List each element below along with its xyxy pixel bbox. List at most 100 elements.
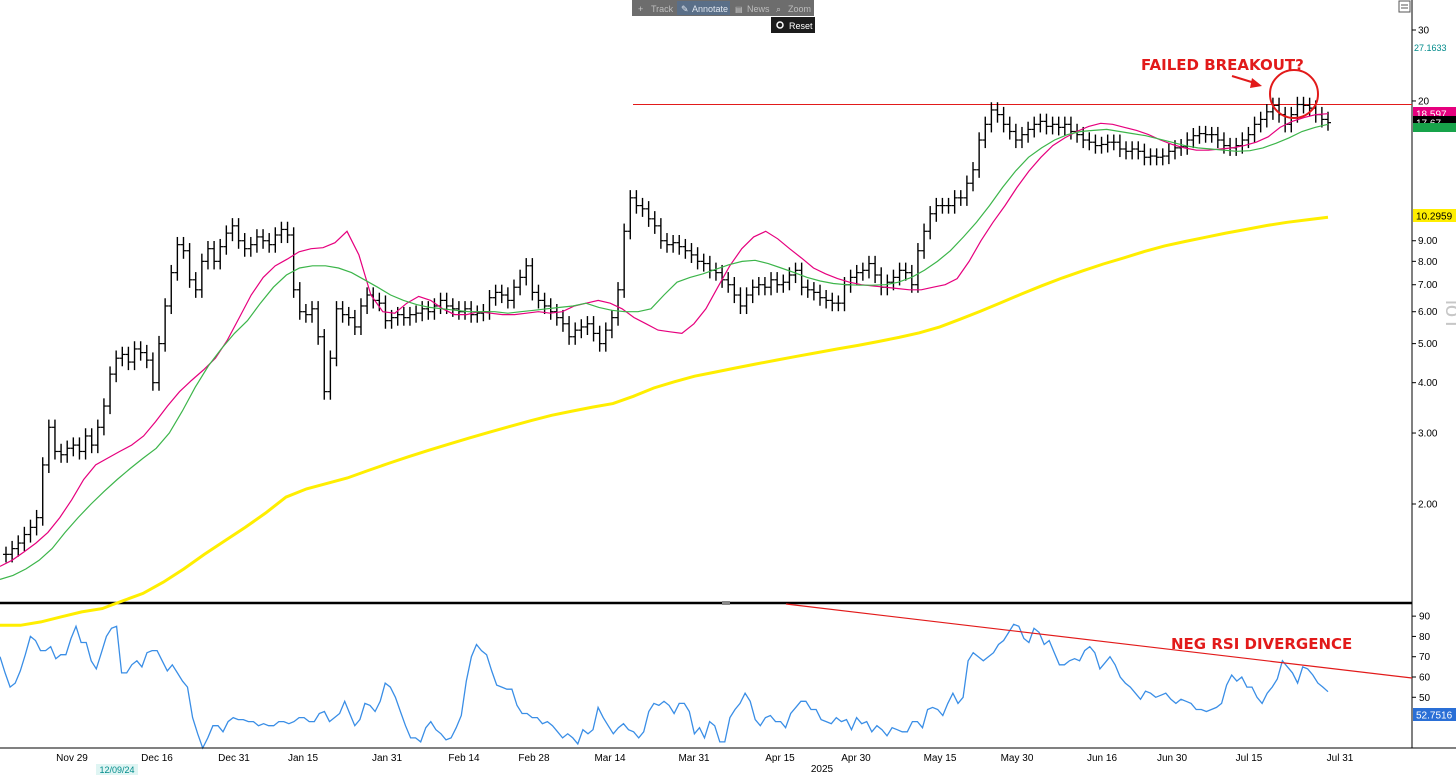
ohlc-bar[interactable] — [76, 437, 83, 460]
ohlc-bar[interactable] — [1067, 116, 1074, 140]
ohlc-bar[interactable] — [492, 284, 499, 306]
ohlc-bar[interactable] — [621, 223, 628, 298]
ohlc-bar[interactable] — [578, 319, 585, 339]
ohlc-bar[interactable] — [566, 316, 573, 345]
ohlc-bar[interactable] — [670, 234, 677, 253]
ohlc-bar[interactable] — [431, 298, 438, 320]
ohlc-bar[interactable] — [584, 316, 591, 335]
ohlc-bar[interactable] — [21, 526, 28, 552]
ohlc-bar[interactable] — [247, 236, 254, 257]
ohlc-bar[interactable] — [694, 247, 701, 270]
ohlc-bar[interactable] — [339, 301, 346, 323]
ohlc-bar[interactable] — [1318, 106, 1325, 128]
ohlc-bar[interactable] — [1061, 116, 1068, 136]
ohlc-bar[interactable] — [939, 197, 946, 214]
ohlc-bar[interactable] — [211, 240, 218, 270]
ohlc-bar[interactable] — [406, 306, 413, 326]
ohlc-bar[interactable] — [908, 264, 915, 293]
ohlc-bar[interactable] — [902, 262, 909, 281]
ohlc-bar[interactable] — [768, 272, 775, 296]
ohlc-bar[interactable] — [1110, 134, 1117, 151]
ohlc-bar[interactable] — [33, 509, 40, 536]
ohlc-bar[interactable] — [1012, 123, 1019, 149]
ohlc-bar[interactable] — [413, 305, 420, 323]
ohlc-bar[interactable] — [198, 253, 205, 298]
ohlc-bar[interactable] — [1325, 111, 1331, 131]
ohlc-bar[interactable] — [266, 233, 273, 253]
ohlc-bar[interactable] — [988, 102, 995, 133]
ohlc-bar[interactable] — [615, 282, 622, 326]
ohlc-bar[interactable] — [351, 309, 358, 335]
ohlc-bar[interactable] — [217, 238, 224, 270]
ohlc-bar[interactable] — [27, 519, 34, 543]
ohlc-bar[interactable] — [749, 279, 756, 304]
ohlc-bar[interactable] — [1092, 134, 1099, 154]
ohlc-bar[interactable] — [1202, 125, 1209, 143]
track-button[interactable]: + Track — [633, 1, 676, 15]
ohlc-bar[interactable] — [510, 279, 517, 309]
ohlc-bar[interactable] — [645, 201, 652, 227]
ohlc-bar[interactable] — [278, 221, 285, 244]
ohlc-bar[interactable] — [1208, 126, 1215, 143]
ohlc-bar[interactable] — [865, 255, 872, 279]
ohlc-bar[interactable] — [810, 282, 817, 301]
ohlc-bar[interactable] — [706, 255, 713, 279]
ohlc-bar[interactable] — [425, 301, 432, 320]
ohlc-bar[interactable] — [1153, 148, 1160, 166]
ohlc-bar[interactable] — [364, 287, 371, 315]
ohlc-bar[interactable] — [1031, 116, 1038, 138]
ohlc-bar[interactable] — [143, 344, 150, 369]
ohlc-bar[interactable] — [559, 309, 566, 332]
ohlc-bar[interactable] — [272, 227, 279, 253]
ohlc-bar[interactable] — [1000, 106, 1007, 133]
ohlc-bar[interactable] — [841, 277, 848, 312]
ohlc-bar[interactable] — [333, 301, 340, 367]
ohlc-bar[interactable] — [1288, 106, 1295, 133]
ohlc-bar[interactable] — [400, 306, 407, 326]
ohlc-bar[interactable] — [664, 233, 670, 253]
ohlc-bar[interactable] — [602, 322, 609, 352]
ohlc-bar[interactable] — [982, 116, 989, 149]
ohlc-bar[interactable] — [976, 132, 983, 178]
ohlc-bar[interactable] — [327, 350, 334, 400]
ohlc-bar[interactable] — [253, 229, 260, 253]
ohlc-bar[interactable] — [1196, 125, 1203, 144]
ohlc-bar[interactable] — [633, 190, 640, 214]
ohlc-bar[interactable] — [1135, 141, 1142, 160]
ohlc-bar[interactable] — [1129, 141, 1136, 160]
ohlc-bar[interactable] — [927, 206, 934, 240]
ohlc-bar[interactable] — [590, 316, 597, 342]
ohlc-bar[interactable] — [1123, 141, 1130, 160]
ohlc-bar[interactable] — [957, 190, 964, 206]
ohlc-bar[interactable] — [914, 243, 921, 293]
ohlc-bar[interactable] — [357, 298, 364, 335]
ohlc-bar[interactable] — [1263, 104, 1270, 128]
ohlc-bar[interactable] — [1049, 116, 1056, 135]
ohlc-bar[interactable] — [890, 269, 897, 291]
ohlc-bar[interactable] — [284, 221, 291, 244]
ohlc-bar[interactable] — [241, 233, 248, 257]
ohlc-bar[interactable] — [529, 258, 536, 301]
ohlc-bar[interactable] — [970, 162, 977, 192]
ohlc-bar[interactable] — [933, 197, 940, 222]
ohlc-bar[interactable] — [82, 428, 89, 460]
ohlc-bar[interactable] — [639, 197, 646, 217]
ohlc-bar[interactable] — [1141, 143, 1148, 166]
ohlc-bar[interactable] — [180, 236, 187, 259]
ohlc-bar[interactable] — [1098, 136, 1105, 154]
ohlc-bar[interactable] — [131, 341, 138, 371]
ohlc-bar[interactable] — [315, 301, 322, 345]
ohlc-bar[interactable] — [174, 236, 181, 281]
ohlc-bar[interactable] — [1055, 116, 1062, 136]
ohlc-bar[interactable] — [162, 298, 169, 352]
ohlc-bar[interactable] — [100, 398, 107, 436]
ohlc-bar[interactable] — [1159, 148, 1166, 166]
ohlc-bar[interactable] — [780, 274, 787, 293]
ohlc-bar[interactable] — [731, 277, 738, 304]
ohlc-bar[interactable] — [15, 535, 22, 557]
ohlc-bar[interactable] — [676, 234, 683, 255]
ohlc-bar[interactable] — [1184, 132, 1191, 155]
ohlc-bar[interactable] — [994, 102, 1001, 123]
ohlc-bar[interactable] — [737, 287, 744, 315]
